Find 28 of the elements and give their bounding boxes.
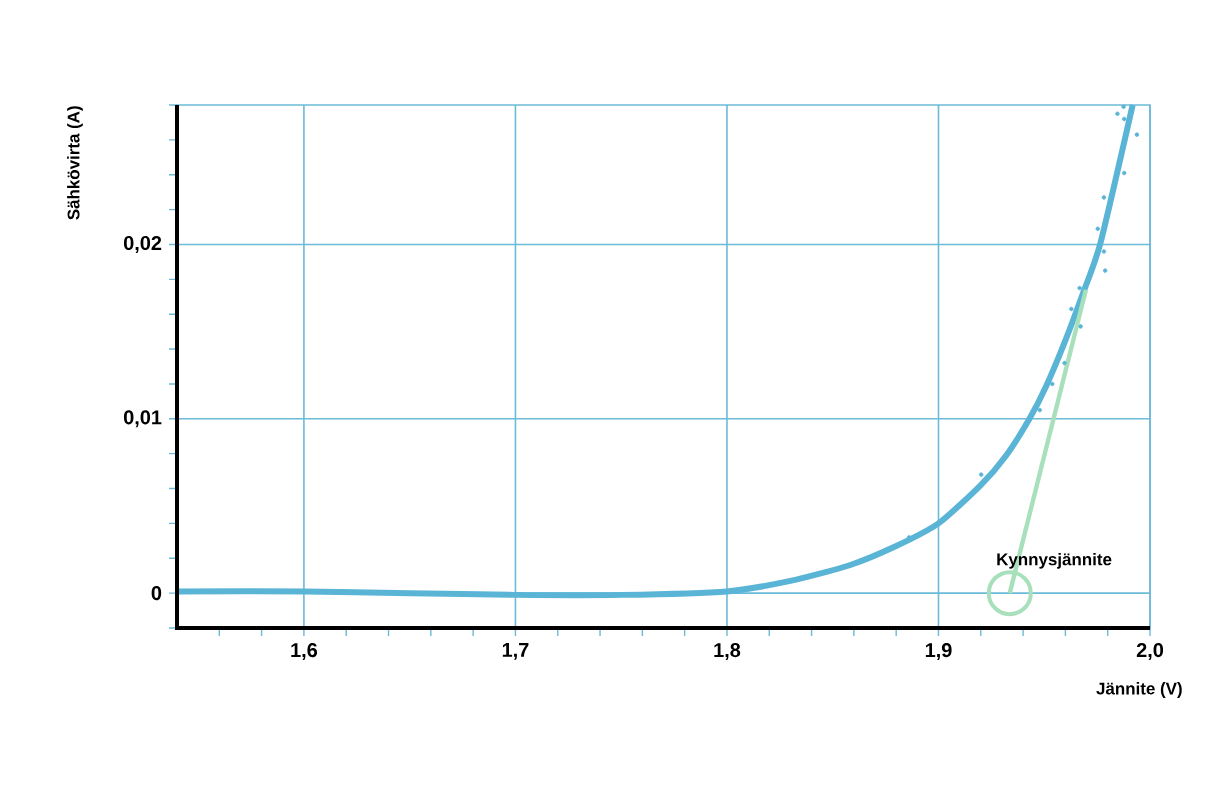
point	[1122, 170, 1127, 176]
point	[1069, 306, 1074, 312]
y-tick-label: 0	[151, 586, 162, 601]
annotation: Kynnysjännite	[997, 552, 1112, 569]
point	[1037, 407, 1043, 413]
point	[1121, 104, 1126, 109]
x-tick-label: 1,8	[714, 643, 741, 661]
point	[1062, 360, 1067, 366]
x-tick-label: 1,7	[502, 643, 529, 660]
y-tick-label: 0,01	[123, 410, 162, 428]
point	[1078, 324, 1083, 329]
point	[1115, 111, 1120, 116]
point	[1122, 116, 1127, 122]
y-axis-title: Sähkövirta (A)	[67, 106, 83, 220]
x-tick-label: 1,9	[925, 643, 952, 661]
point	[1101, 249, 1107, 254]
point	[1050, 381, 1055, 387]
point	[1134, 132, 1140, 137]
point	[1077, 285, 1082, 291]
x-axis-title: Jännite (V)	[1096, 682, 1182, 698]
point	[1095, 226, 1100, 231]
point	[986, 570, 1033, 617]
point	[1101, 195, 1107, 200]
x-tick-label: 2,0	[1136, 643, 1164, 661]
x-tick-label: 1,6	[291, 643, 318, 661]
point	[1102, 268, 1108, 273]
y-tick-label: 0,02	[123, 235, 162, 253]
point	[979, 472, 984, 477]
